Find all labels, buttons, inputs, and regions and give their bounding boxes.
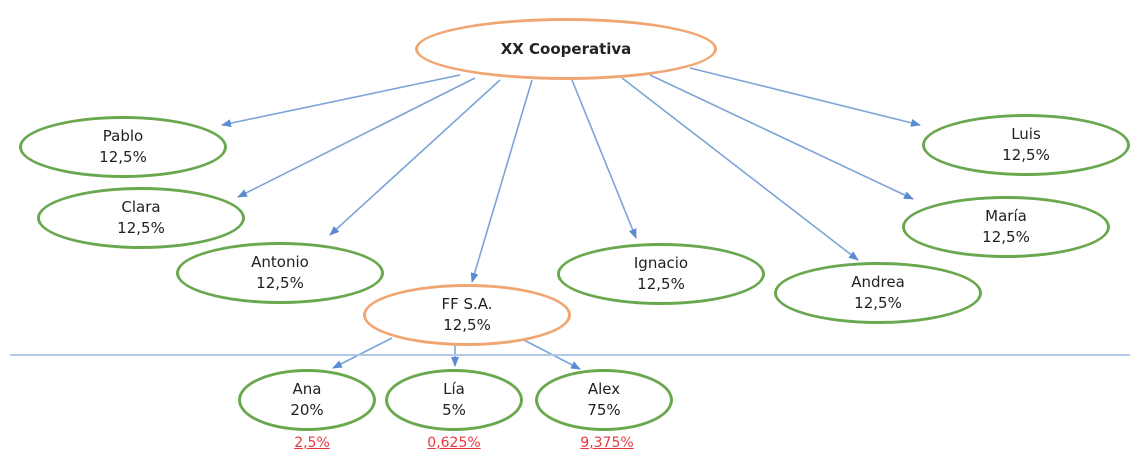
node-maria-name: María <box>985 207 1027 225</box>
node-maria-share: 12,5% <box>982 228 1030 246</box>
node-root: XX Cooperativa <box>415 18 717 80</box>
node-andrea: Andrea 12,5% <box>774 262 982 324</box>
arrow-to-luis <box>689 67 921 127</box>
node-luis-share: 12,5% <box>1002 146 1050 164</box>
divider-line <box>10 354 1130 356</box>
node-luis-name: Luis <box>1011 125 1041 143</box>
node-alex: Alex 75% <box>535 369 673 431</box>
arrow-to-alex <box>519 337 581 370</box>
node-ff-sa-name: FF S.A. <box>441 295 493 313</box>
node-ff-sa-share: 12,5% <box>443 316 491 334</box>
arrow-to-ff <box>470 79 533 283</box>
node-ff-sa: FF S.A. 12,5% <box>363 284 571 346</box>
node-alex-share: 75% <box>587 401 621 419</box>
node-pablo-name: Pablo <box>102 127 144 145</box>
node-clara-share: 12,5% <box>117 219 165 237</box>
node-lia: Lía 5% <box>385 369 523 431</box>
node-pablo: Pablo 12,5% <box>19 116 227 178</box>
node-ana: Ana 20% <box>238 369 376 431</box>
node-maria: María 12,5% <box>902 196 1110 258</box>
node-antonio: Antonio 12,5% <box>176 242 384 304</box>
arrow-to-ana <box>332 337 393 369</box>
node-andrea-share: 12,5% <box>854 294 902 312</box>
node-lia-share: 5% <box>442 401 466 419</box>
node-antonio-name: Antonio <box>251 253 309 271</box>
node-antonio-share: 12,5% <box>256 274 304 292</box>
arrow-to-clara <box>237 77 476 198</box>
node-clara: Clara 12,5% <box>37 187 245 249</box>
effective-share-alex: 9,375% <box>580 435 634 451</box>
node-lia-name: Lía <box>443 380 465 398</box>
arrow-to-antonio <box>329 79 501 236</box>
node-ana-name: Ana <box>292 380 322 398</box>
node-alex-name: Alex <box>587 380 621 398</box>
node-pablo-share: 12,5% <box>99 148 147 166</box>
node-andrea-name: Andrea <box>851 273 905 291</box>
node-ana-share: 20% <box>290 401 324 419</box>
arrow-to-ignacio <box>571 79 637 239</box>
effective-share-lia: 0,625% <box>427 435 481 451</box>
effective-share-ana: 2,5% <box>294 435 330 451</box>
node-ignacio-share: 12,5% <box>637 275 685 293</box>
node-ignacio: Ignacio 12,5% <box>557 243 765 305</box>
node-root-name: XX Cooperativa <box>500 39 632 58</box>
arrow-to-pablo <box>221 74 461 128</box>
node-luis: Luis 12,5% <box>922 114 1130 176</box>
arrow-to-andrea <box>621 77 859 261</box>
arrow-to-maria <box>649 74 914 200</box>
node-ignacio-name: Ignacio <box>633 254 689 272</box>
node-clara-name: Clara <box>121 198 161 216</box>
